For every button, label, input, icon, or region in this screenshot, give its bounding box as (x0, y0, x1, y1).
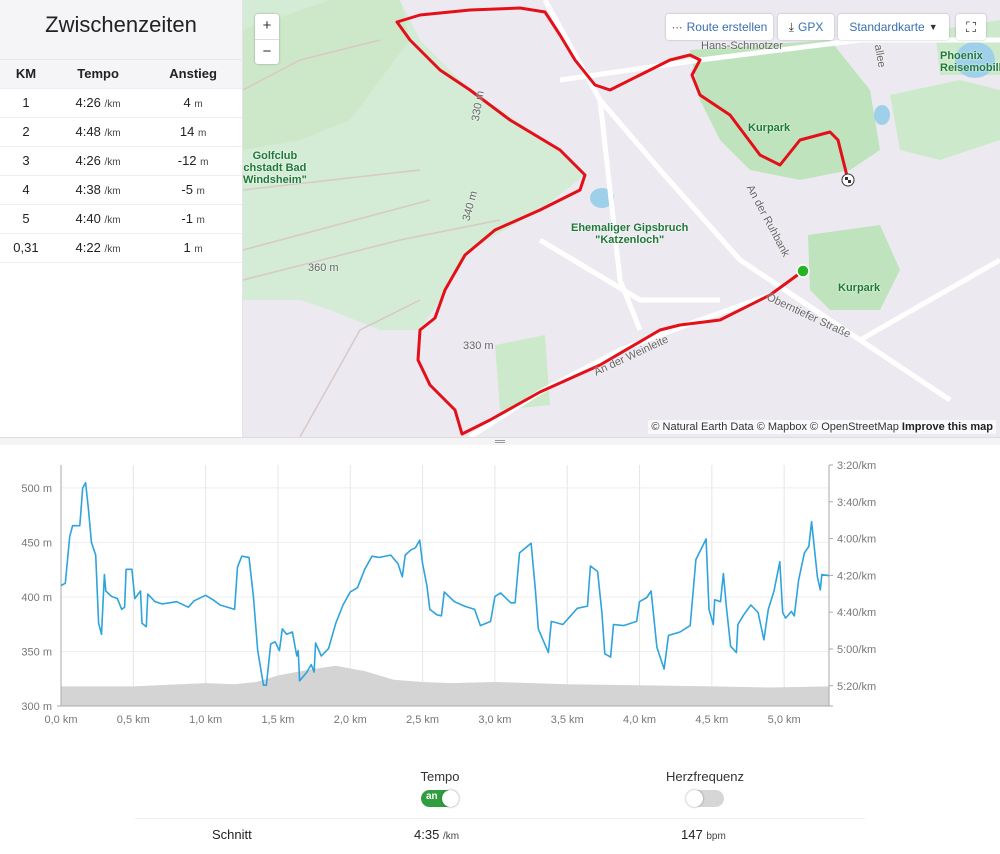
drag-handle-icon[interactable] (495, 440, 505, 443)
split-row: 2 4:48 /km 14 m (0, 116, 242, 146)
split-km: 2 (0, 116, 52, 146)
finish-flag-icon (841, 173, 855, 187)
split-row: 4 4:38 /km -5 m (0, 174, 242, 204)
elev-label: 360 m (308, 262, 339, 274)
fullscreen-icon: ⛶ (966, 18, 976, 35)
zoom-in-button[interactable]: + (262, 17, 272, 34)
x-tick-label: 3,5 km (551, 714, 584, 726)
x-tick-label: 4,5 km (695, 714, 728, 726)
fullscreen-button[interactable]: ⛶ (956, 14, 986, 40)
split-tempo: 4:40 /km (51, 203, 145, 233)
divider (135, 818, 865, 819)
summary-tempo: 4:35 /km (414, 827, 460, 842)
route-line (395, 6, 850, 436)
hr-toggle-group: Herzfrequenz (650, 769, 760, 807)
split-km: 0,31 (0, 232, 52, 263)
label-hans-schmotzer: Hans-Schmotzer (701, 40, 783, 52)
hr-toggle[interactable] (686, 790, 724, 807)
tempo-toggle-label: Tempo (420, 769, 460, 784)
split-climb: 4 m (144, 87, 242, 117)
split-tempo: 4:26 /km (51, 87, 145, 117)
x-tick-label: 2,0 km (334, 714, 367, 726)
x-tick-label: 0,5 km (117, 714, 150, 726)
left-tick-label: 450 m (21, 537, 52, 549)
tempo-toggle-group: Tempo an (410, 769, 470, 807)
map[interactable]: Golfclub chstadt Bad Windsheim" Ehemaliger… (243, 0, 1000, 437)
split-climb: 14 m (144, 116, 242, 146)
start-marker (796, 264, 810, 278)
right-tick-label: 5:20/km (837, 681, 876, 693)
splits-panel: Zwischenzeiten KM Tempo Anstieg 1 4:26 /… (0, 0, 243, 437)
split-row: 3 4:26 /km -12 m (0, 145, 242, 175)
col-tempo: Tempo (51, 60, 145, 88)
route-create-button[interactable]: ⋯ Route erstellen (666, 14, 773, 40)
col-climb: Anstieg (144, 60, 242, 88)
right-tick-label: 5:00/km (837, 644, 876, 656)
zoom-control: + − (255, 14, 279, 64)
pace-line (60, 481, 830, 686)
x-tick-label: 3,0 km (478, 714, 511, 726)
left-tick-label: 300 m (21, 701, 52, 713)
right-tick-label: 4:00/km (837, 534, 876, 546)
split-km: 5 (0, 203, 52, 233)
label-kurpark-2: Kurpark (838, 282, 881, 294)
split-climb: -12 m (144, 145, 242, 175)
caret-down-icon: ▼ (928, 22, 938, 32)
left-tick-label: 350 m (21, 646, 52, 658)
summary-label: Schnitt (212, 827, 252, 842)
split-climb: -1 m (144, 203, 242, 233)
split-tempo: 4:26 /km (51, 145, 145, 175)
right-tick-label: 3:40/km (837, 497, 876, 509)
split-row: 5 4:40 /km -1 m (0, 203, 242, 233)
improve-map-link[interactable]: Improve this map (901, 421, 993, 433)
x-tick-label: 1,5 km (261, 714, 294, 726)
resize-divider[interactable] (0, 437, 1000, 445)
hr-toggle-label: Herzfrequenz (665, 769, 745, 784)
left-tick-label: 400 m (21, 592, 52, 604)
download-icon: ⤓ (788, 19, 794, 34)
summary-hr: 147 bpm (681, 827, 726, 842)
split-tempo: 4:38 /km (51, 174, 145, 204)
split-tempo: 4:22 /km (51, 232, 145, 263)
label-gipsbruch: Ehemaliger Gipsbruch "Katzenloch" (571, 222, 689, 246)
split-climb: -5 m (144, 174, 242, 204)
map-layer-dropdown[interactable]: Standardkarte ▼ (838, 14, 949, 40)
label-golfclub: Golfclub chstadt Bad Windsheim" (243, 150, 307, 186)
split-km: 1 (0, 87, 52, 117)
split-row: 0,31 4:22 /km 1 m (0, 232, 242, 263)
x-tick-label: 4,0 km (623, 714, 656, 726)
split-row: 1 4:26 /km 4 m (0, 87, 242, 117)
map-canvas[interactable] (243, 0, 1000, 437)
elev-label: 330 m (463, 340, 494, 352)
label-kurpark-1: Kurpark (748, 122, 791, 134)
splits-title: Zwischenzeiten (0, 0, 242, 60)
right-tick-label: 3:20/km (837, 460, 876, 472)
x-tick-label: 5,0 km (768, 714, 801, 726)
x-tick-label: 1,0 km (189, 714, 222, 726)
split-climb: 1 m (144, 232, 242, 263)
label-phoenix: PhoenixReisemobilha (940, 50, 1000, 74)
elevation-area (61, 665, 829, 706)
pace-elevation-chart: 0,0 km 0,5 km 1,0 km 1,5 km 2,0 km 2,5 km 3,0 … (21, 460, 876, 726)
map-attribution: © Natural Earth Data © Mapbox © OpenStre… (648, 420, 996, 434)
split-tempo: 4:48 /km (51, 116, 145, 146)
tempo-toggle[interactable]: an (421, 790, 459, 807)
split-km: 4 (0, 174, 52, 204)
split-km: 3 (0, 145, 52, 175)
gpx-download-button[interactable]: ⤓ GPX (778, 14, 834, 40)
left-tick-label: 500 m (21, 483, 52, 495)
x-tick-label: 0,0 km (44, 714, 77, 726)
route-icon: ⋯ (671, 21, 683, 34)
zoom-out-button[interactable]: − (255, 39, 279, 64)
right-tick-label: 4:40/km (837, 607, 876, 619)
col-km: KM (0, 60, 52, 88)
right-tick-label: 4:20/km (837, 570, 876, 582)
x-tick-label: 2,5 km (406, 714, 439, 726)
